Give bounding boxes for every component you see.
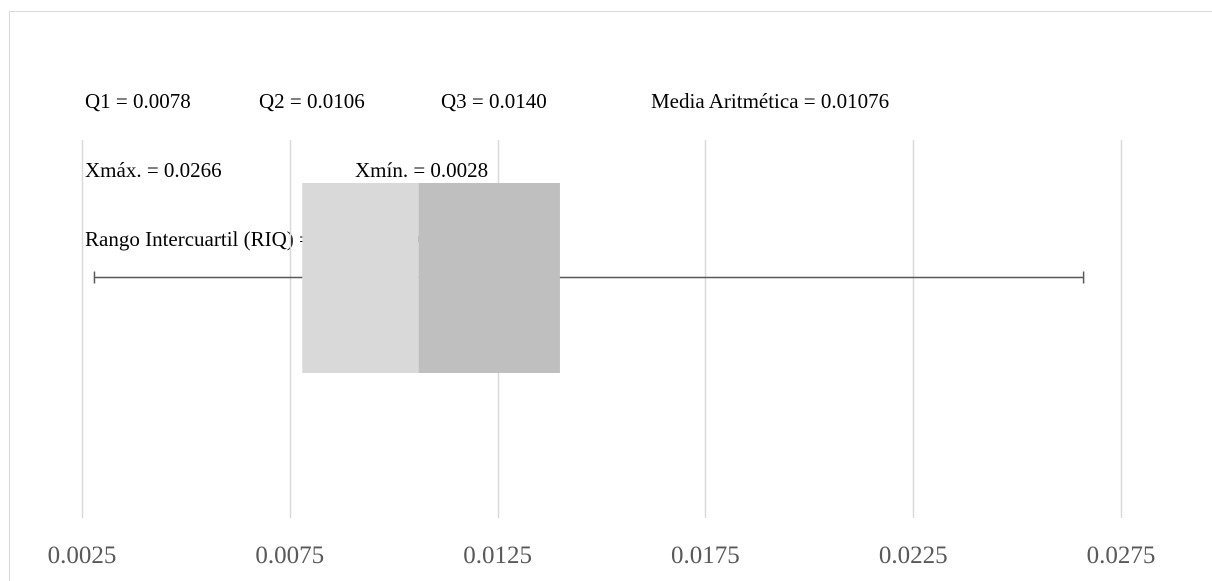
gridlines: [81, 140, 1123, 518]
tick-label: 0.0075: [255, 542, 324, 569]
tick-label: 0.0125: [463, 542, 532, 569]
q3-stat: Q3 = 0.0140: [441, 89, 547, 113]
tick-label: 0.0025: [48, 542, 117, 569]
stats-line-1: Q1 = 0.0078 Q2 = 0.0106 Q3 = 0.0140 Medi…: [85, 90, 889, 113]
tick-label: 0.0275: [1087, 542, 1156, 569]
q2-stat: Q2 = 0.0106: [259, 89, 365, 113]
box-plot-body: [93, 183, 1085, 373]
xmin-stat: Xmín. = 0.0028: [355, 158, 489, 182]
tick-label: 0.0225: [879, 542, 948, 569]
xmax-stat: Xmáx. = 0.0266: [85, 158, 222, 182]
tick-label: 0.0175: [671, 542, 740, 569]
stats-line-2: Xmáx. = 0.0266 Xmín. = 0.0028: [85, 159, 488, 182]
mean-stat: Media Aritmética = 0.01076: [651, 89, 890, 113]
box-upper-median-q3: [418, 183, 560, 373]
box-lower-q1-median: [302, 183, 419, 373]
x-axis-ticks: 0.0025 0.0075 0.0125 0.0175 0.0225 0.0275: [48, 542, 1156, 569]
chart-frame: [9, 11, 1212, 581]
q1-stat: Q1 = 0.0078: [85, 89, 191, 113]
